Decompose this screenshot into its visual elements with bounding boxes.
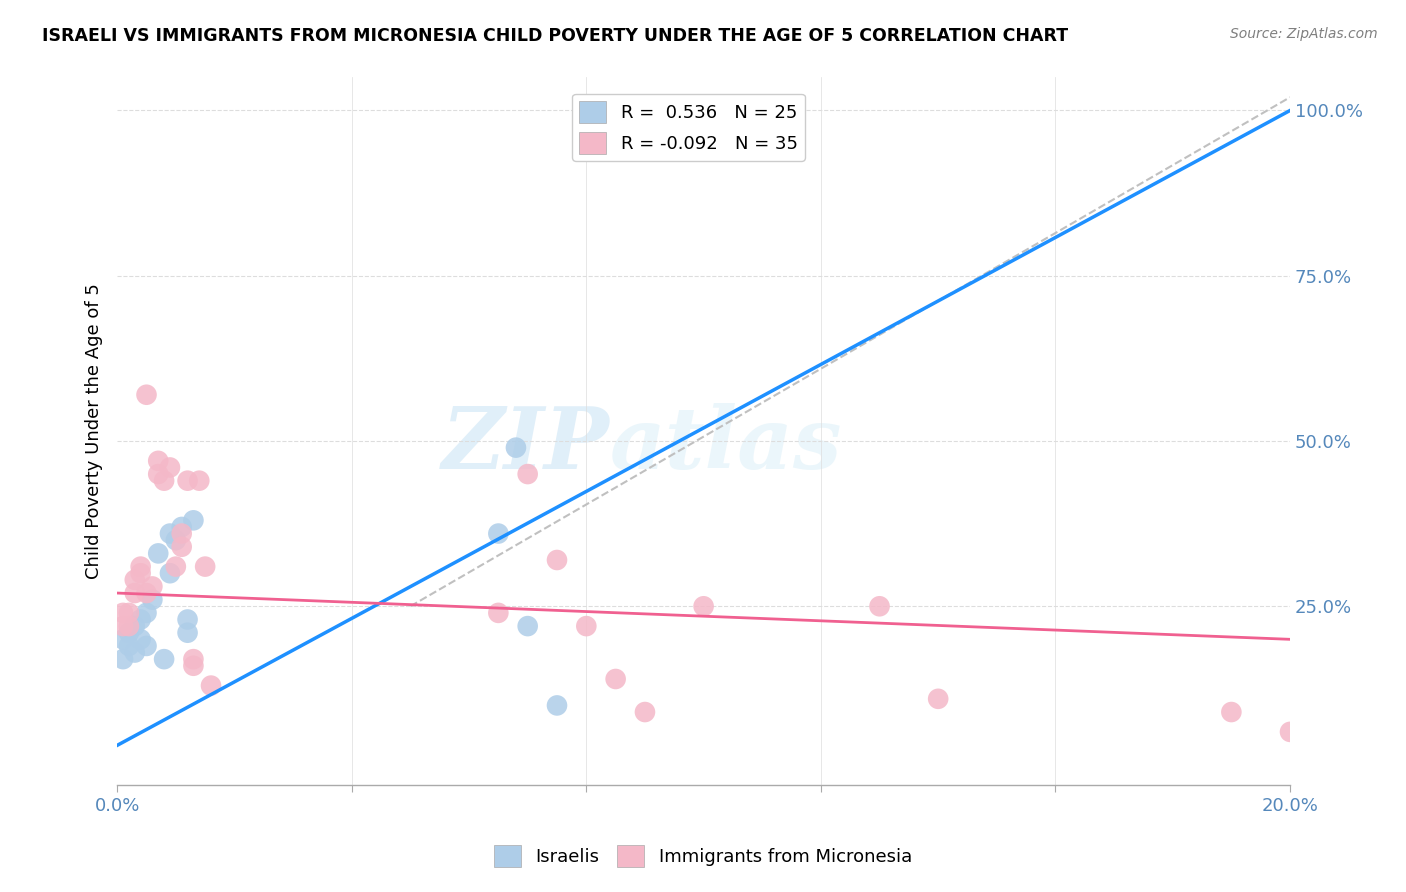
Point [605, 672, 627, 686]
Point [112, 606, 135, 620]
Point [183, 652, 205, 666]
Point [129, 566, 152, 581]
Point [1279, 724, 1302, 739]
Point [165, 559, 187, 574]
Point [869, 599, 891, 614]
Point [141, 579, 163, 593]
Point [159, 526, 181, 541]
Point [516, 619, 538, 633]
Point [1220, 705, 1243, 719]
Point [112, 619, 135, 633]
Point [486, 606, 509, 620]
Point [129, 632, 152, 647]
Point [546, 553, 568, 567]
Point [546, 698, 568, 713]
Point [516, 467, 538, 481]
Point [124, 586, 146, 600]
Point [124, 619, 146, 633]
Point [135, 639, 157, 653]
Text: ISRAELI VS IMMIGRANTS FROM MICRONESIA CHILD POVERTY UNDER THE AGE OF 5 CORRELATI: ISRAELI VS IMMIGRANTS FROM MICRONESIA CH… [42, 27, 1069, 45]
Legend: Israelis, Immigrants from Micronesia: Israelis, Immigrants from Micronesia [486, 838, 920, 874]
Point [118, 625, 141, 640]
Point [170, 540, 193, 554]
Point [124, 646, 146, 660]
Point [575, 619, 598, 633]
Point [118, 606, 141, 620]
Point [183, 513, 205, 527]
Point [118, 639, 141, 653]
Legend: R =  0.536   N = 25, R = -0.092   N = 35: R = 0.536 N = 25, R = -0.092 N = 35 [572, 94, 804, 161]
Point [159, 460, 181, 475]
Point [575, 123, 598, 137]
Text: Source: ZipAtlas.com: Source: ZipAtlas.com [1230, 27, 1378, 41]
Point [183, 658, 205, 673]
Point [200, 679, 222, 693]
Point [188, 474, 211, 488]
Point [170, 520, 193, 534]
Point [927, 691, 949, 706]
Point [165, 533, 187, 548]
Text: atlas: atlas [610, 403, 842, 487]
Point [153, 474, 176, 488]
Point [141, 592, 163, 607]
Point [135, 388, 157, 402]
Point [148, 454, 170, 468]
Point [129, 559, 152, 574]
Point [176, 625, 198, 640]
Point [129, 613, 152, 627]
Point [124, 573, 146, 587]
Point [148, 546, 170, 560]
Point [153, 652, 176, 666]
Point [118, 619, 141, 633]
Point [135, 586, 157, 600]
Point [170, 526, 193, 541]
Point [112, 632, 135, 647]
Point [194, 559, 217, 574]
Point [692, 599, 714, 614]
Point [634, 705, 657, 719]
Point [159, 566, 181, 581]
Point [505, 441, 527, 455]
Y-axis label: Child Poverty Under the Age of 5: Child Poverty Under the Age of 5 [86, 283, 103, 579]
Text: ZIP: ZIP [441, 403, 610, 487]
Point [148, 467, 170, 481]
Point [176, 613, 198, 627]
Point [112, 652, 135, 666]
Point [486, 526, 509, 541]
Point [135, 606, 157, 620]
Point [176, 474, 198, 488]
